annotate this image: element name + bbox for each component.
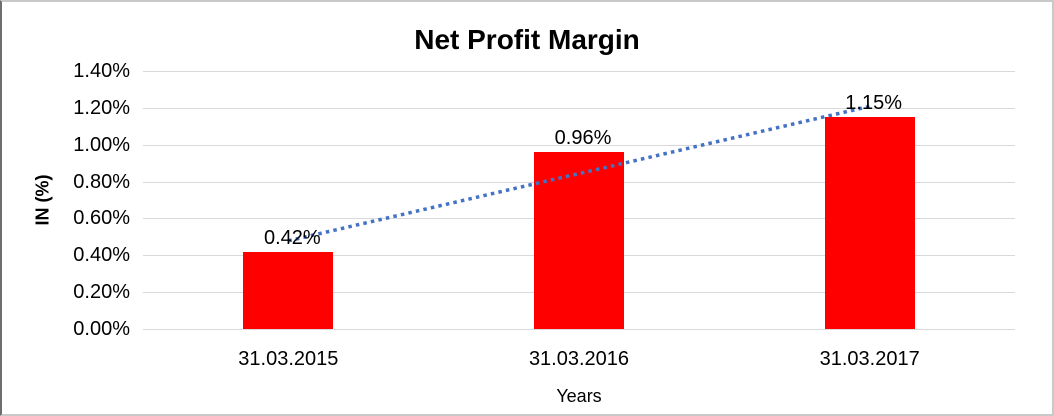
y-axis-tick-label: 0.40%	[73, 244, 130, 267]
y-axis-tick-label: 1.20%	[73, 96, 130, 119]
y-axis-tick-label: 0.20%	[73, 281, 130, 304]
y-axis-tick-label: 1.00%	[73, 133, 130, 156]
gridline	[143, 329, 1015, 330]
y-axis-tick-label: 0.60%	[73, 207, 130, 230]
x-category-label: 31.03.2016	[528, 348, 630, 370]
y-axis-tick-label: 0.80%	[73, 170, 130, 193]
x-axis-title: Years	[556, 386, 602, 406]
y-axis-tick-label: 1.40%	[73, 60, 130, 82]
x-category-label: 31.03.2015	[238, 348, 339, 370]
bar	[534, 152, 624, 329]
bar-data-label: 0.96%	[554, 127, 612, 150]
chart-title: Net Profit Margin	[414, 24, 640, 55]
bar-data-label: 1.15%	[845, 92, 903, 115]
y-axis-tick-label: 0.00%	[73, 318, 130, 340]
x-category-label: 31.03.2017	[819, 348, 920, 370]
bar	[824, 117, 915, 329]
gridline	[143, 71, 1015, 72]
bar	[243, 251, 334, 329]
bar-data-label: 0.42%	[263, 226, 321, 249]
